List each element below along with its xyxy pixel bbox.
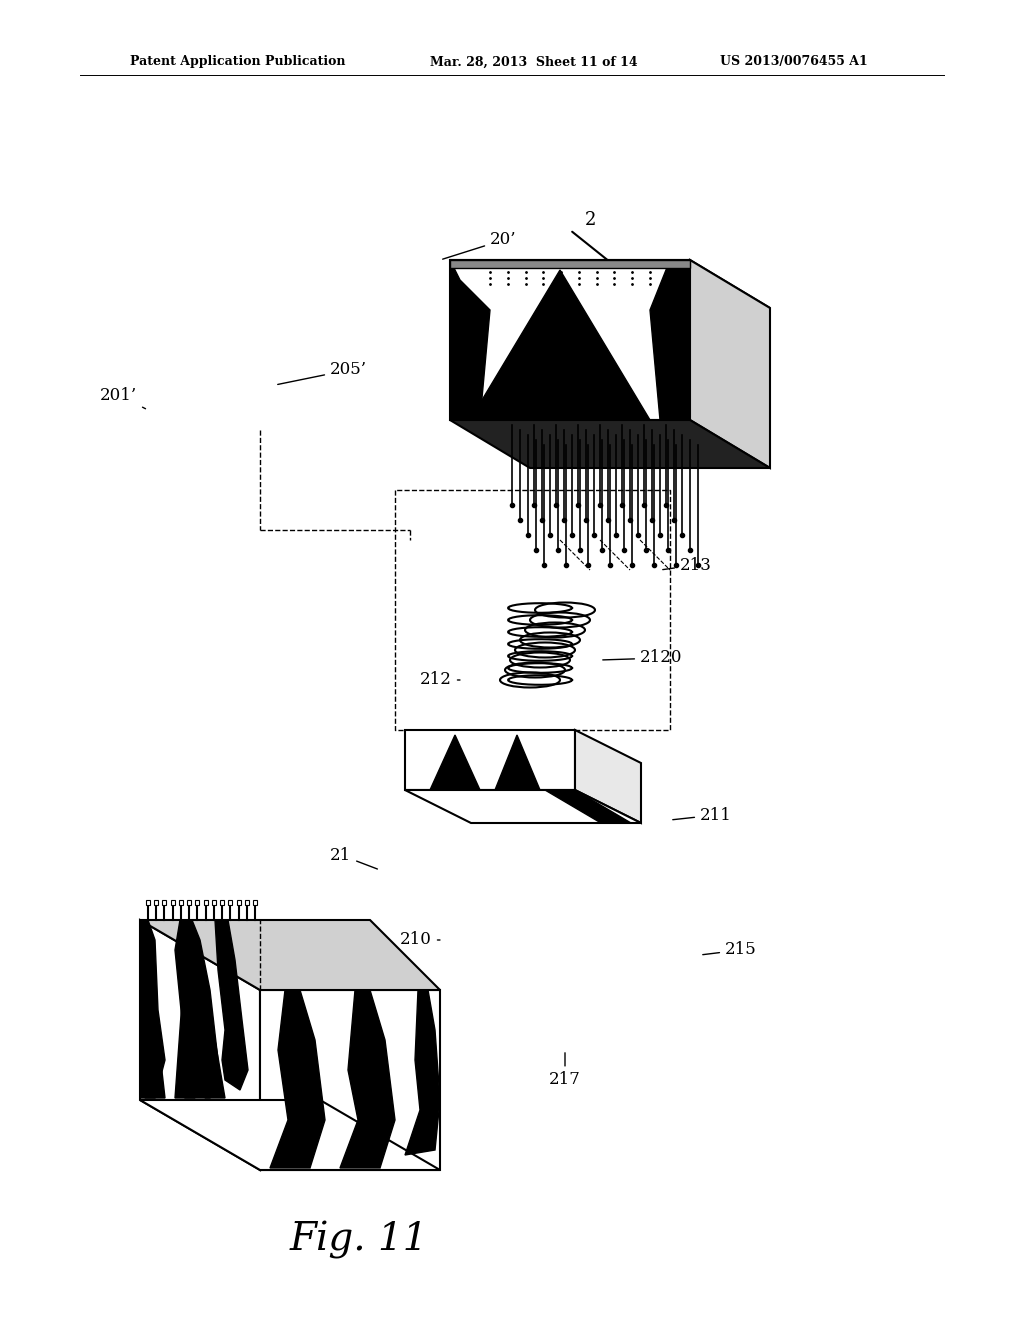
Polygon shape: [175, 960, 195, 1098]
Polygon shape: [406, 730, 575, 789]
Text: 215: 215: [702, 941, 757, 958]
Polygon shape: [140, 1100, 440, 1170]
Bar: [253, 900, 257, 906]
Text: 205’: 205’: [278, 362, 368, 384]
Polygon shape: [175, 920, 218, 1098]
Bar: [245, 900, 249, 906]
Polygon shape: [140, 920, 260, 1170]
Text: Mar. 28, 2013  Sheet 11 of 14: Mar. 28, 2013 Sheet 11 of 14: [430, 55, 638, 69]
Text: 2120: 2120: [603, 649, 683, 667]
Polygon shape: [495, 735, 540, 789]
Bar: [146, 900, 150, 906]
Bar: [179, 900, 183, 906]
Bar: [155, 900, 159, 906]
Polygon shape: [470, 271, 650, 420]
Text: 20’: 20’: [442, 231, 517, 259]
Polygon shape: [270, 990, 325, 1168]
Bar: [187, 900, 191, 906]
Polygon shape: [406, 789, 641, 822]
Polygon shape: [140, 920, 440, 990]
Bar: [163, 900, 167, 906]
Polygon shape: [430, 735, 480, 789]
Bar: [171, 900, 175, 906]
Polygon shape: [145, 1010, 165, 1098]
Polygon shape: [215, 920, 248, 1090]
Text: 2: 2: [585, 211, 596, 228]
Text: 21: 21: [330, 846, 378, 869]
Text: Patent Application Publication: Patent Application Publication: [130, 55, 345, 69]
Text: 213: 213: [663, 557, 712, 573]
Text: 217: 217: [549, 1053, 581, 1089]
Polygon shape: [545, 789, 631, 822]
Polygon shape: [650, 260, 690, 420]
Polygon shape: [406, 990, 440, 1155]
Bar: [228, 900, 232, 906]
Bar: [237, 900, 241, 906]
Polygon shape: [340, 990, 395, 1168]
Polygon shape: [450, 420, 770, 469]
Text: 210: 210: [400, 932, 440, 949]
Text: Fig. 11: Fig. 11: [290, 1221, 428, 1259]
Bar: [450, 260, 690, 268]
Polygon shape: [450, 260, 690, 420]
Polygon shape: [690, 260, 770, 469]
Polygon shape: [450, 260, 490, 420]
Bar: [220, 900, 224, 906]
Polygon shape: [260, 990, 440, 1170]
Polygon shape: [140, 920, 165, 1098]
Text: 211: 211: [673, 807, 732, 824]
Bar: [204, 900, 208, 906]
Text: 201’: 201’: [100, 387, 145, 409]
Text: 212: 212: [420, 672, 460, 689]
Polygon shape: [205, 1040, 225, 1098]
Text: US 2013/0076455 A1: US 2013/0076455 A1: [720, 55, 867, 69]
Bar: [196, 900, 200, 906]
Bar: [212, 900, 216, 906]
Polygon shape: [450, 260, 770, 308]
Polygon shape: [575, 730, 641, 822]
